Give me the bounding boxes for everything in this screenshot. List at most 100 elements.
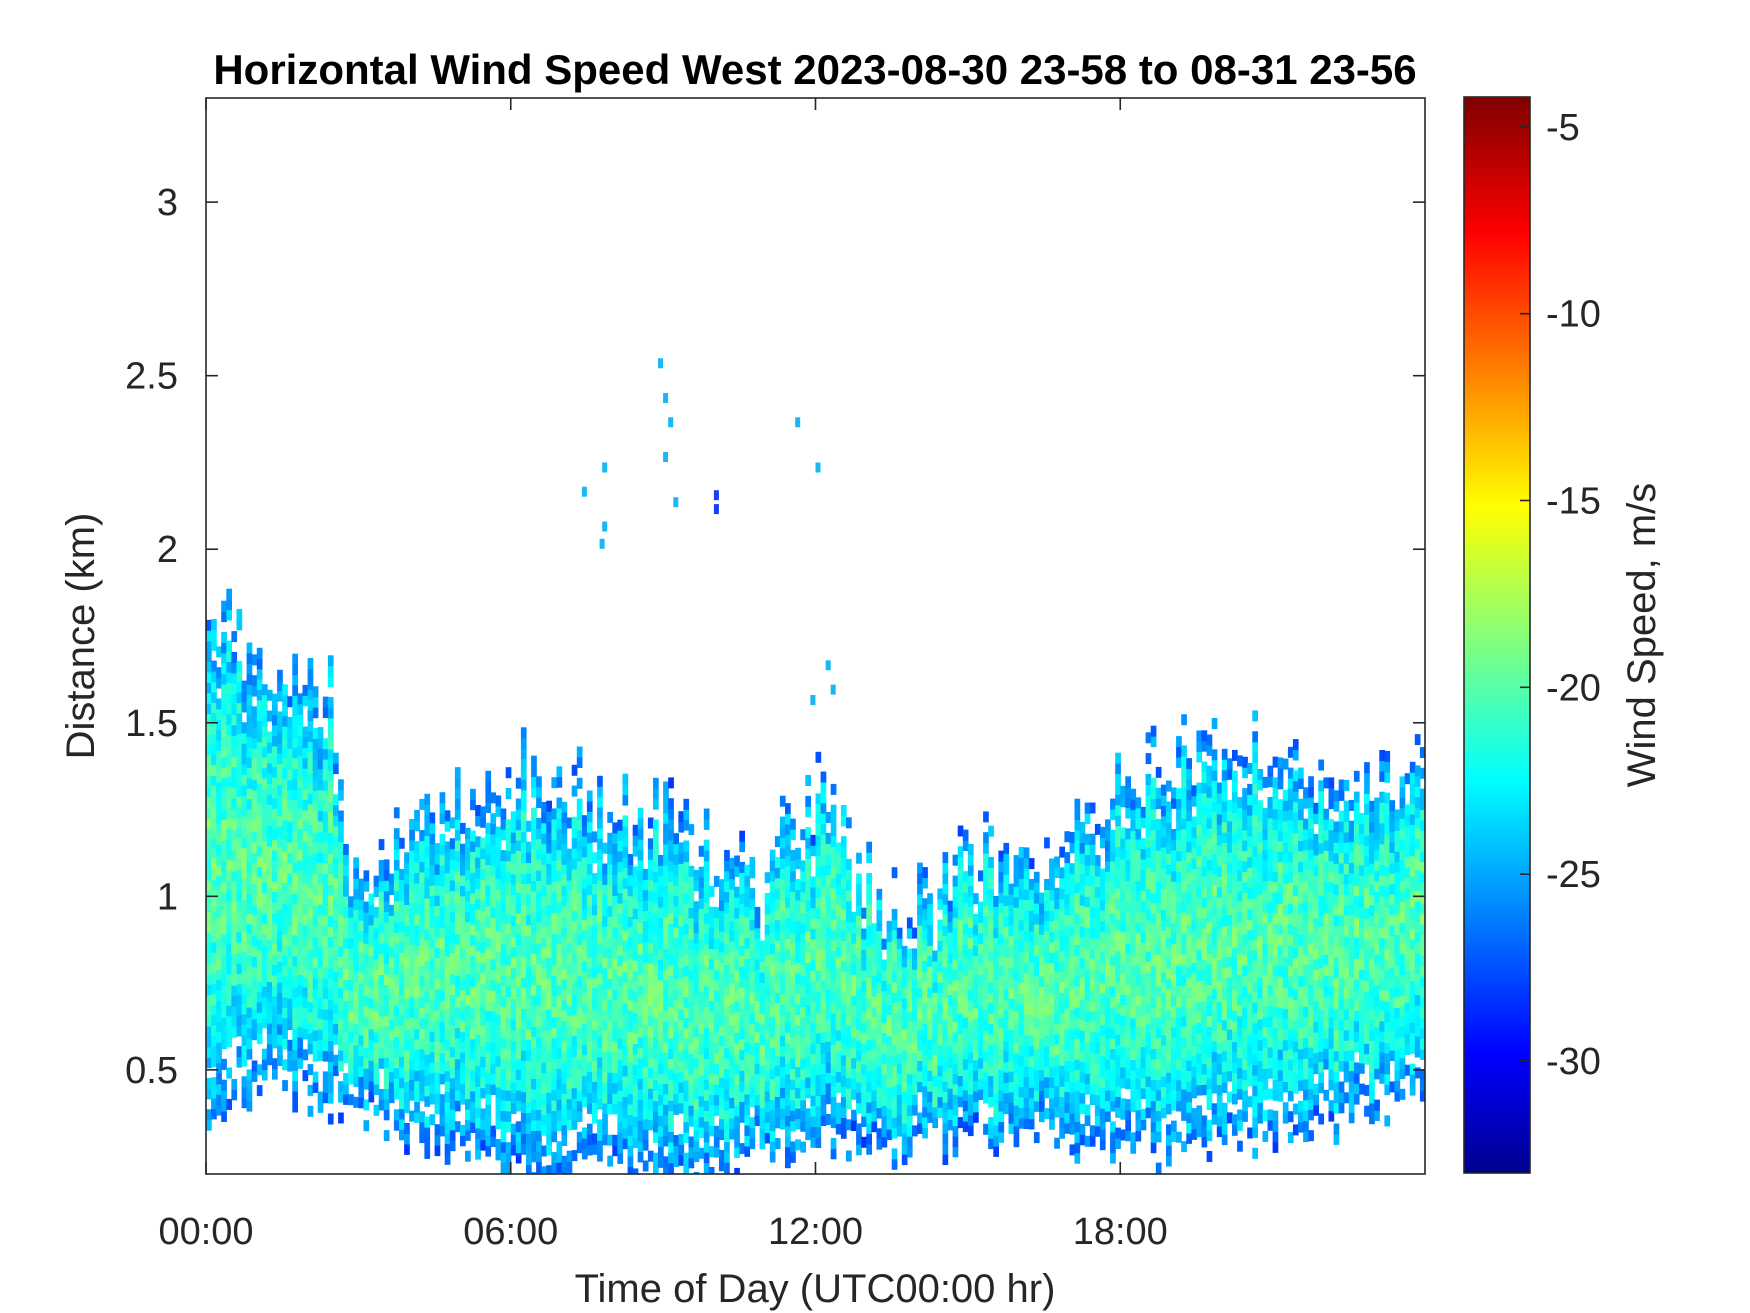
heatmap-cell [531,974,537,986]
heatmap-cell [988,1075,994,1087]
heatmap-cell [998,986,1005,997]
heatmap-cell [1003,1009,1010,1021]
heatmap-cell [617,850,624,862]
heatmap-cell [520,925,527,937]
heatmap-cell [1013,1011,1020,1023]
heatmap-cell [683,1017,690,1029]
heatmap-cell [774,971,781,983]
heatmap-cell [378,870,385,882]
heatmap-cell [531,1068,537,1079]
heatmap-cell [693,953,700,965]
heatmap-cell [983,925,989,937]
heatmap-cell [343,948,349,960]
heatmap-cell [348,1063,354,1074]
heatmap-cell [835,873,842,885]
heatmap-cell [251,925,258,937]
heatmap-cell [967,916,974,928]
heatmap-cell [393,994,400,1006]
heatmap-cell [439,875,446,887]
heatmap-cell [632,845,639,857]
heatmap-cell [586,800,593,812]
heatmap-cell [957,940,964,951]
heatmap-cell [475,982,481,993]
heatmap-cell [541,968,547,980]
heatmap-cell [444,1060,451,1072]
heatmap-cell [729,899,735,911]
heatmap-cell [475,930,481,941]
heatmap-cell [414,851,420,863]
heatmap-cell [272,933,278,945]
heatmap-cell [790,985,796,997]
heatmap-cell [500,881,507,893]
heatmap-cell [424,908,431,920]
heatmap-cell [759,971,766,983]
heatmap-cell [216,875,222,887]
heatmap-cell [734,1022,740,1034]
heatmap-cell [480,1066,486,1078]
heatmap-cell [708,1104,715,1116]
heatmap-cell [454,860,461,872]
heatmap-cell [937,950,944,962]
heatmap-cell [485,999,492,1011]
heatmap-cell [576,809,583,820]
heatmap-cell [495,857,502,869]
heatmap-cell [947,900,954,912]
heatmap-cell [729,909,735,921]
heatmap-cell [983,1030,989,1042]
heatmap-cell [546,894,552,906]
heatmap-cell [830,919,837,931]
heatmap-cell [292,851,298,863]
heatmap-cell [317,768,324,780]
heatmap-cell [1023,930,1030,942]
heatmap-cell [333,763,339,775]
heatmap-cell [241,1013,248,1025]
heatmap-cell [830,1065,837,1076]
heatmap-cell [719,1035,725,1047]
heatmap-cell [429,843,436,855]
heatmap-cell [383,901,390,912]
heatmap-cell [653,1006,659,1018]
heatmap-cell [1033,1069,1040,1081]
heatmap-cell [500,871,507,882]
heatmap-cell [485,822,492,834]
heatmap-cell [343,1073,349,1085]
heatmap-cell [1023,1066,1030,1077]
heatmap-cell [261,757,268,769]
heatmap-cell [490,1052,497,1064]
heatmap-cell [866,1060,872,1072]
heatmap-cell [536,828,542,840]
heatmap-cell [526,1060,532,1072]
heatmap-cell [327,769,334,781]
heatmap-cell [383,1057,390,1069]
heatmap-cell [835,977,842,989]
heatmap-cell [703,1006,710,1018]
heatmap-cell [637,1068,644,1080]
heatmap-cell [571,941,578,953]
heatmap-cell [739,945,745,957]
heatmap-cell [856,1050,862,1062]
heatmap-cell [460,968,466,980]
heatmap-cell [439,917,446,929]
heatmap-cell [790,902,796,913]
heatmap-cell [556,1141,563,1153]
heatmap-cell [409,1027,415,1039]
heatmap-cell [876,1013,883,1025]
heatmap-cell [637,901,644,913]
heatmap-cell [571,1150,578,1162]
heatmap-cell [216,885,222,897]
heatmap-cell [962,944,969,956]
heatmap-cell [576,861,583,873]
heatmap-cell [505,892,512,904]
heatmap-cell [246,788,253,800]
heatmap-cell [774,961,781,973]
heatmap-cell [546,1144,552,1156]
heatmap-cell [820,802,827,814]
heatmap-cell [607,936,613,948]
heatmap-cell [592,914,598,926]
heatmap-cell [846,1150,852,1162]
heatmap-cell [993,896,999,907]
heatmap-cell [556,849,563,861]
heatmap-cell [312,780,319,791]
heatmap-cell [490,865,497,877]
heatmap-cell [719,1097,725,1109]
